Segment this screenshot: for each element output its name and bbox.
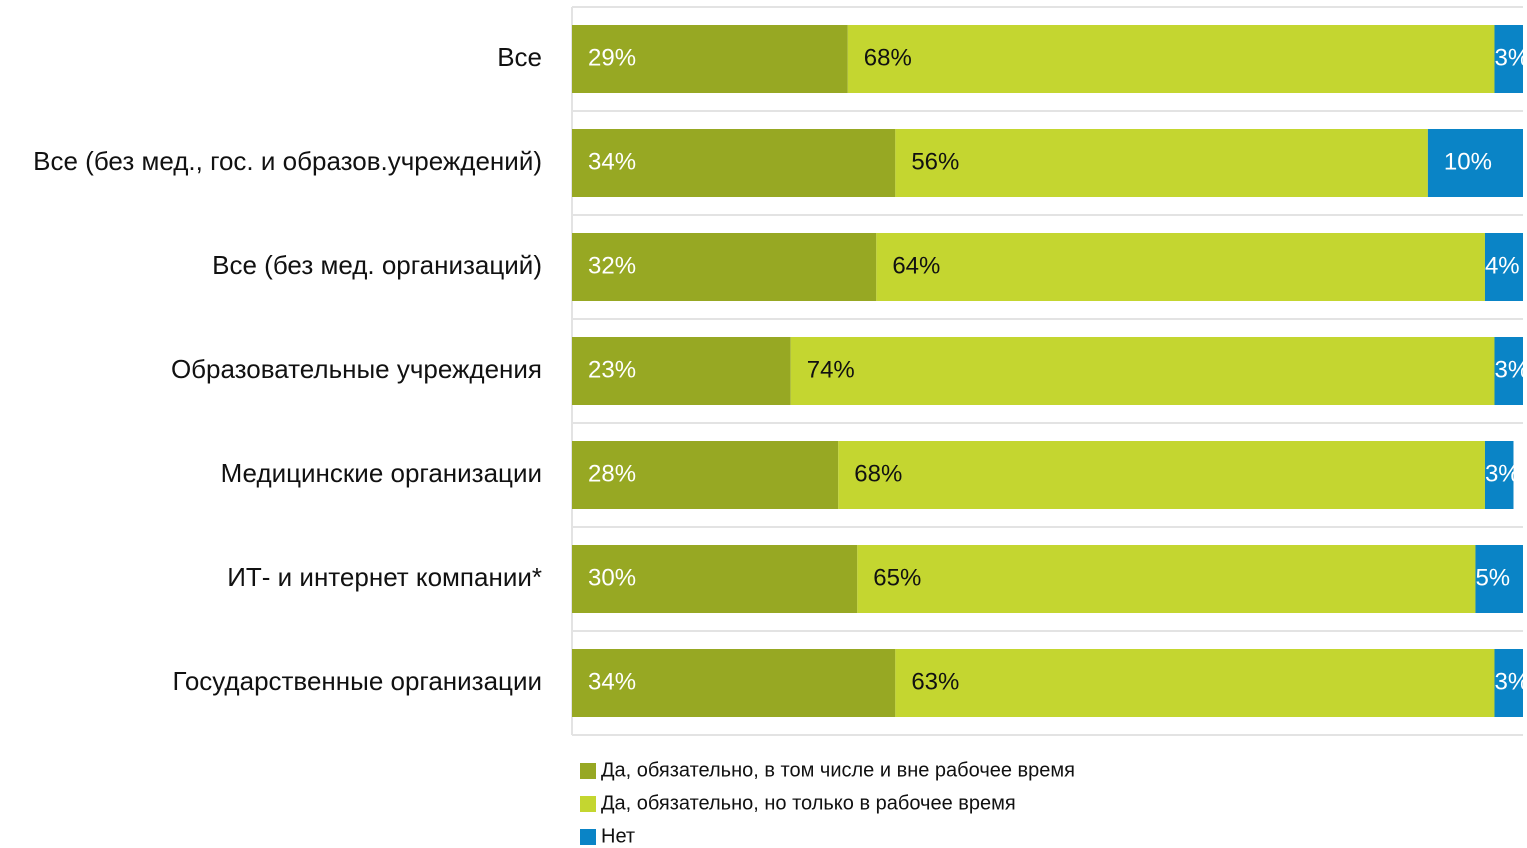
bar-segment [895,129,1428,197]
bar-segment [1475,545,1523,613]
bar-segment [895,649,1495,717]
category-label: Все (без мед. организаций) [212,250,542,280]
bar-segment [1494,649,1523,717]
legend-label: Нет [601,825,635,847]
legend-label: Да, обязательно, но только в рабочее вре… [601,792,1016,814]
value-label: 4% [1485,252,1520,279]
value-label: 56% [911,148,959,175]
value-label: 68% [854,460,902,487]
bar-segment [572,441,839,509]
value-label: 68% [864,44,912,71]
bar-segment [572,25,848,93]
bar-segment [572,337,791,405]
bar-segment [1484,441,1514,509]
legend-swatch [580,829,596,845]
value-label: 29% [588,44,636,71]
legend-swatch [580,763,596,779]
legend-label: Да, обязательно, в том числе и вне рабоч… [601,759,1075,781]
value-label: 5% [1475,564,1510,591]
category-label: Государственные организации [173,666,543,696]
value-label: 3% [1494,44,1527,71]
bar-segment [847,25,1495,93]
bar-segment [857,545,1476,613]
bar-segment [572,649,896,717]
value-label: 74% [807,356,855,383]
bar-segment [838,441,1485,509]
category-label: ИТ- и интернет компании* [227,562,542,592]
bar-segment [876,233,1485,301]
bar-segment [1494,337,1523,405]
value-label: 63% [911,668,959,695]
bar-segment [1427,129,1523,197]
bar-segment [1494,25,1523,93]
value-label: 65% [873,564,921,591]
value-label: 34% [588,668,636,695]
value-label: 3% [1494,356,1527,383]
category-label: Медицинские организации [221,458,542,488]
bar-segment [572,233,877,301]
bar-segment [572,545,858,613]
value-label: 23% [588,356,636,383]
category-label: Все [497,42,542,72]
value-label: 30% [588,564,636,591]
value-label: 32% [588,252,636,279]
value-label: 3% [1485,460,1520,487]
bar-segment [790,337,1495,405]
bar-segment [572,129,896,197]
value-label: 34% [588,148,636,175]
value-label: 3% [1494,668,1527,695]
value-label: 10% [1444,148,1492,175]
category-label: Все (без мед., гос. и образов.учреждений… [33,146,542,176]
category-label: Образовательные учреждения [171,354,542,384]
legend-swatch [580,796,596,812]
bar-segment [1484,233,1523,301]
value-label: 64% [892,252,940,279]
value-label: 28% [588,460,636,487]
